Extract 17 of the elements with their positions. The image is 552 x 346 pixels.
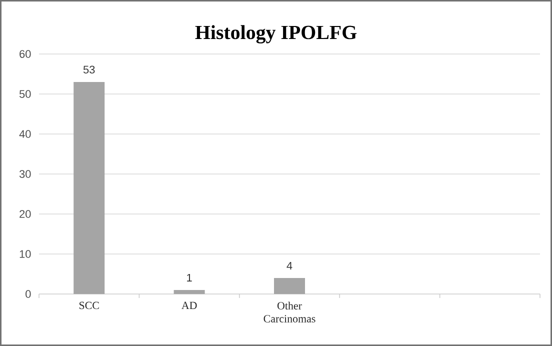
data-label: 53 bbox=[83, 66, 95, 74]
data-label: 4 bbox=[286, 262, 292, 270]
y-tick-label: 60 bbox=[20, 50, 31, 58]
y-tick-label: 0 bbox=[26, 290, 31, 298]
y-tick-label: 50 bbox=[19, 90, 31, 98]
bar bbox=[174, 290, 205, 294]
x-tick-label: AD bbox=[181, 302, 197, 310]
y-tick-label: 10 bbox=[20, 250, 31, 258]
y-tick-label: 40 bbox=[19, 130, 31, 138]
x-tick-label: SCC bbox=[79, 302, 99, 310]
y-tick-label: 20 bbox=[20, 210, 31, 218]
chart-title: Histology IPOLFG bbox=[195, 25, 357, 44]
data-label: 1 bbox=[187, 274, 192, 282]
x-tick-label: Other Carcinomas bbox=[264, 302, 316, 322]
bar bbox=[74, 82, 105, 294]
bar bbox=[274, 278, 306, 294]
y-tick-label: 30 bbox=[19, 170, 31, 178]
